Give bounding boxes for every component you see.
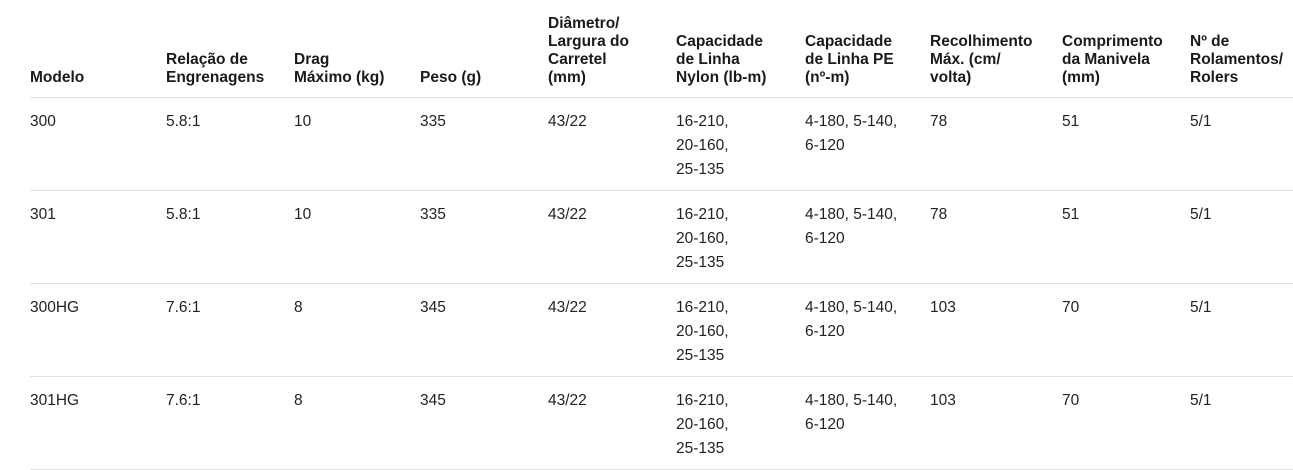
cell-relacao-engrenagens: 5.8:1	[166, 190, 294, 284]
column-header-peso: Peso (g)	[420, 0, 548, 98]
cell-capacidade-linha-pe: 4-180, 5-140, 6-120	[805, 97, 930, 191]
cell-peso: 345	[420, 376, 548, 470]
cell-peso: 335	[420, 190, 548, 284]
cell-peso: 345	[420, 283, 548, 377]
table-row: 300HG 7.6:1 8 345 43/22 16-210, 20-160, …	[30, 283, 1293, 377]
cell-recolhimento-max: 78	[930, 190, 1062, 284]
table-row: 300 5.8:1 10 335 43/22 16-210, 20-160, 2…	[30, 97, 1293, 191]
cell-capacidade-linha-nylon: 16-210, 20-160, 25-135	[676, 190, 805, 284]
cell-relacao-engrenagens: 5.8:1	[166, 97, 294, 191]
cell-capacidade-linha-pe: 4-180, 5-140, 6-120	[805, 190, 930, 284]
cell-recolhimento-max: 103	[930, 376, 1062, 470]
column-header-rolamentos-rolers: Nº de Rolamentos/ Rolers	[1190, 0, 1293, 98]
table-row: 301 5.8:1 10 335 43/22 16-210, 20-160, 2…	[30, 190, 1293, 284]
cell-capacidade-linha-nylon: 16-210, 20-160, 25-135	[676, 283, 805, 377]
column-header-relacao-engrenagens: Relação de Engrenagens	[166, 0, 294, 98]
cell-modelo: 301	[30, 190, 166, 284]
cell-rolamentos-rolers: 5/1	[1190, 190, 1293, 284]
cell-drag-maximo: 10	[294, 97, 420, 191]
table-row: 301HG 7.6:1 8 345 43/22 16-210, 20-160, …	[30, 376, 1293, 470]
cell-relacao-engrenagens: 7.6:1	[166, 376, 294, 470]
table-header: Modelo Relação de Engrenagens Drag Máxim…	[30, 0, 1293, 98]
cell-comprimento-manivela: 51	[1062, 190, 1190, 284]
cell-drag-maximo: 10	[294, 190, 420, 284]
cell-drag-maximo: 8	[294, 283, 420, 377]
cell-capacidade-linha-nylon: 16-210, 20-160, 25-135	[676, 376, 805, 470]
cell-comprimento-manivela: 70	[1062, 283, 1190, 377]
column-header-modelo: Modelo	[30, 0, 166, 98]
cell-capacidade-linha-pe: 4-180, 5-140, 6-120	[805, 283, 930, 377]
cell-diametro-largura-carretel: 43/22	[548, 283, 676, 377]
cell-drag-maximo: 8	[294, 376, 420, 470]
cell-relacao-engrenagens: 7.6:1	[166, 283, 294, 377]
cell-modelo: 300HG	[30, 283, 166, 377]
cell-capacidade-linha-pe: 4-180, 5-140, 6-120	[805, 376, 930, 470]
column-header-capacidade-linha-pe: Capacidade de Linha PE (nº-m)	[805, 0, 930, 98]
reel-specs-table: Modelo Relação de Engrenagens Drag Máxim…	[30, 0, 1293, 470]
cell-diametro-largura-carretel: 43/22	[548, 97, 676, 191]
header-row: Modelo Relação de Engrenagens Drag Máxim…	[30, 0, 1293, 98]
column-header-recolhimento-max: Recolhimento Máx. (cm/ volta)	[930, 0, 1062, 98]
cell-recolhimento-max: 78	[930, 97, 1062, 191]
cell-modelo: 300	[30, 97, 166, 191]
cell-capacidade-linha-nylon: 16-210, 20-160, 25-135	[676, 97, 805, 191]
column-header-comprimento-manivela: Comprimento da Manivela (mm)	[1062, 0, 1190, 98]
column-header-diametro-largura-carretel: Diâmetro/ Largura do Carretel (mm)	[548, 0, 676, 98]
cell-rolamentos-rolers: 5/1	[1190, 283, 1293, 377]
cell-diametro-largura-carretel: 43/22	[548, 190, 676, 284]
column-header-capacidade-linha-nylon: Capacidade de Linha Nylon (lb-m)	[676, 0, 805, 98]
cell-comprimento-manivela: 70	[1062, 376, 1190, 470]
cell-comprimento-manivela: 51	[1062, 97, 1190, 191]
cell-diametro-largura-carretel: 43/22	[548, 376, 676, 470]
cell-rolamentos-rolers: 5/1	[1190, 97, 1293, 191]
cell-peso: 335	[420, 97, 548, 191]
cell-recolhimento-max: 103	[930, 283, 1062, 377]
table-body: 300 5.8:1 10 335 43/22 16-210, 20-160, 2…	[30, 97, 1293, 470]
cell-modelo: 301HG	[30, 376, 166, 470]
cell-rolamentos-rolers: 5/1	[1190, 376, 1293, 470]
column-header-drag-maximo: Drag Máximo (kg)	[294, 0, 420, 98]
